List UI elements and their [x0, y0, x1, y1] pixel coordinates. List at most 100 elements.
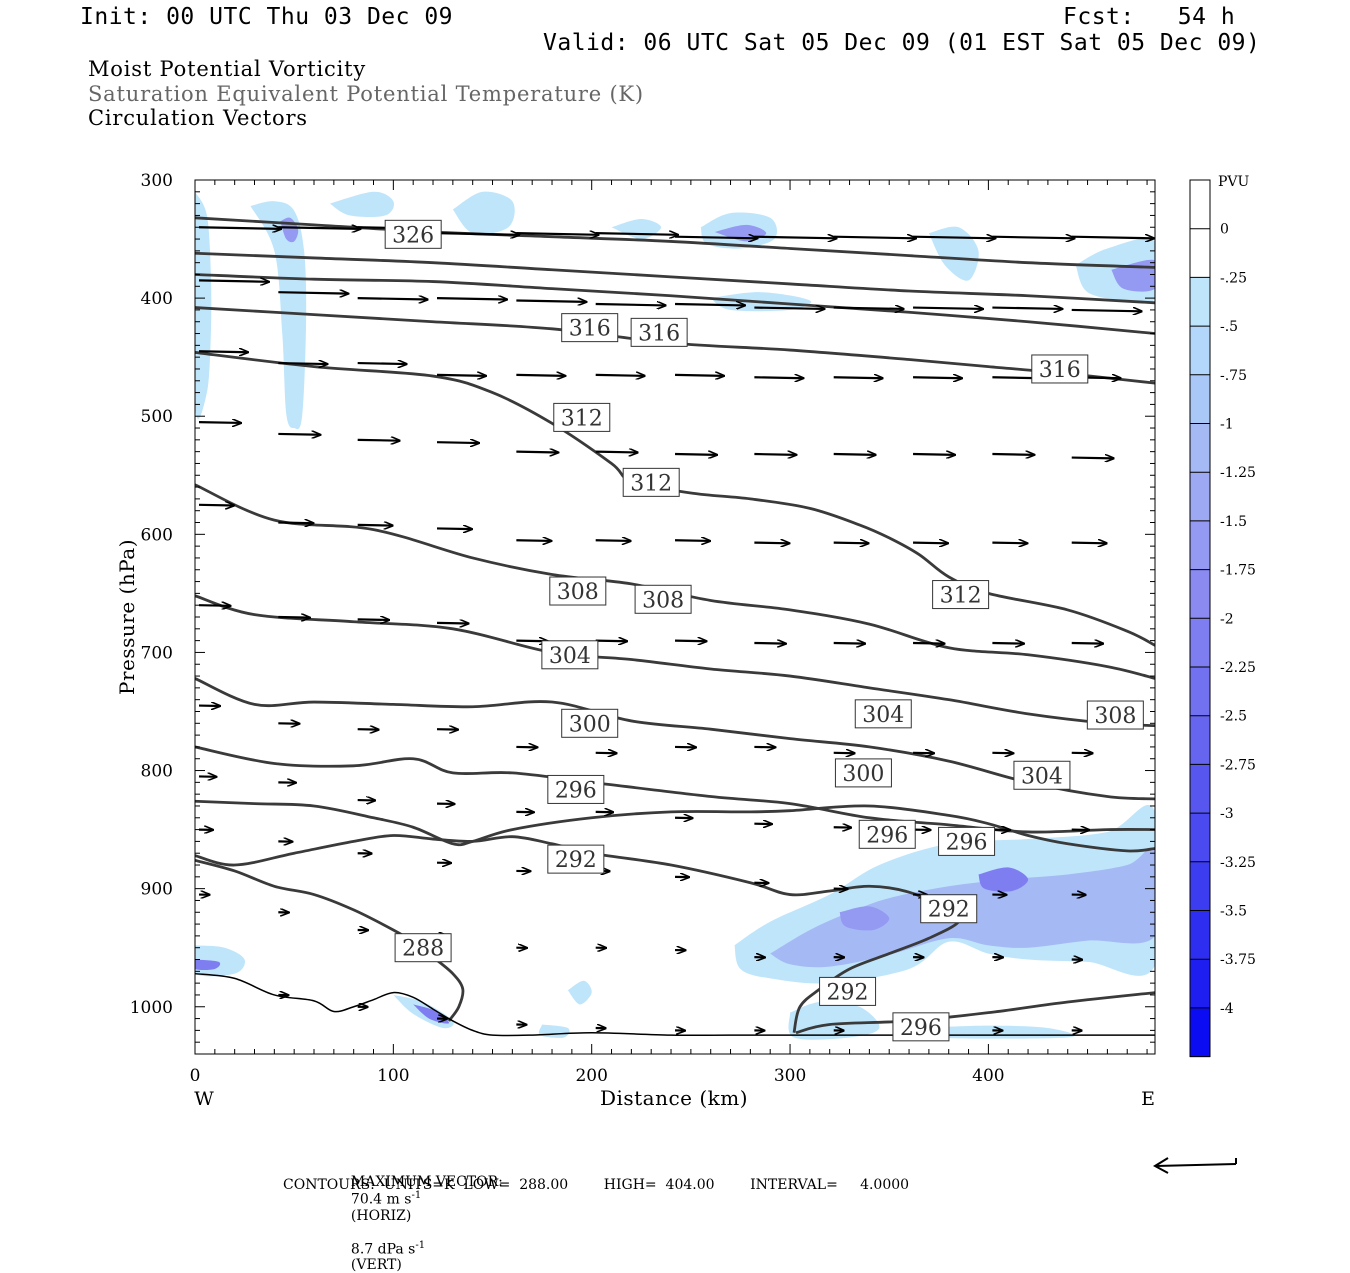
circulation-vector [596, 304, 666, 305]
colorbar-level-label: -3 [1220, 806, 1234, 822]
circulation-vector [358, 440, 400, 441]
circulation-vector [596, 540, 631, 541]
contour-label-text: 292 [928, 898, 970, 923]
circulation-vector [913, 377, 962, 378]
circulation-vector [516, 540, 551, 541]
pv-region [568, 981, 592, 1005]
circulation-vector [754, 543, 789, 544]
contour-label-text: 288 [402, 937, 444, 962]
colorbar-title: PVU [1218, 174, 1250, 190]
circulation-vector [358, 363, 407, 364]
circulation-vector [358, 619, 390, 620]
pv-region [194, 192, 211, 419]
circulation-vector [834, 454, 876, 455]
circulation-vector [278, 434, 320, 435]
circulation-vector [913, 237, 995, 239]
circulation-vector [516, 300, 586, 301]
colorbar-swatch [1190, 911, 1210, 960]
x-end-label-east: E [1141, 1088, 1155, 1110]
contour-label-text: 308 [1094, 704, 1136, 729]
y-tick-label: 800 [141, 762, 173, 782]
contour-label-text: 304 [862, 703, 904, 728]
colorbar-swatch [1190, 521, 1210, 570]
colorbar-swatch [1190, 959, 1210, 1008]
circulation-vector [1072, 310, 1142, 311]
colorbar-level-label: -2.75 [1220, 757, 1256, 773]
circulation-vector [1072, 643, 1104, 644]
circulation-vector [358, 298, 428, 299]
circulation-vector [437, 375, 486, 376]
x-tick-label: 400 [972, 1066, 1004, 1086]
colorbar-swatch [1190, 180, 1210, 229]
contour-label: 308 [550, 577, 606, 605]
contour-label: 288 [395, 934, 451, 962]
colorbar-swatch [1190, 862, 1210, 911]
circulation-vector [199, 605, 231, 606]
y-tick-label: 400 [141, 289, 173, 309]
x-tick-label: 300 [774, 1066, 806, 1086]
contour-label-text: 292 [827, 980, 869, 1005]
circulation-vector [516, 452, 558, 453]
circulation-vector [675, 454, 717, 455]
contour-label-text: 308 [557, 580, 599, 605]
circulation-vector [992, 454, 1034, 455]
contour-label-text: 296 [555, 778, 597, 803]
contour-label: 316 [562, 314, 618, 342]
y-tick-label: 600 [141, 525, 173, 545]
x-tick-label: 200 [575, 1066, 607, 1086]
circulation-vector [754, 377, 803, 378]
circulation-vector [596, 641, 628, 642]
theta-es-contour [195, 485, 1155, 679]
circulation-vector [675, 540, 710, 541]
circulation-vector [675, 304, 745, 305]
circulation-vector [675, 641, 707, 642]
theta-es-contour [195, 596, 1155, 726]
circulation-vector [516, 375, 565, 376]
colorbar-swatch [1190, 813, 1210, 862]
contour-label: 292 [548, 845, 604, 873]
colorbar-swatch [1190, 1008, 1210, 1057]
contour-label: 312 [623, 468, 679, 496]
colorbar-level-label: -.75 [1220, 368, 1247, 384]
contour-label-text: 300 [569, 712, 611, 737]
max-vector-line: MAXIMUM VECTOR: 70.4 m s-1 (HORIZ) 8.7 d… [342, 1158, 503, 1273]
circulation-vector [278, 523, 313, 524]
colorbar-level-label: -1 [1220, 417, 1234, 433]
colorbar-swatch [1190, 570, 1210, 619]
pv-region [251, 201, 307, 429]
contour-label-text: 292 [555, 848, 597, 873]
contour-label: 308 [1087, 701, 1143, 729]
x-axis-label: Distance (km) [600, 1086, 748, 1110]
contour-label-text: 300 [842, 762, 884, 787]
circulation-vector [1072, 458, 1114, 459]
circulation-vector [437, 298, 507, 299]
contour-label-text: 316 [1039, 358, 1081, 383]
contour-label-text: 304 [1021, 764, 1063, 789]
contour-label-text: 312 [561, 406, 603, 431]
circulation-vector [913, 543, 948, 544]
contour-label-text: 296 [866, 823, 908, 848]
colorbar: PVU0-.25-.5-.75-1-1.25-1.5-1.75-2-2.25-2… [1190, 174, 1256, 1057]
colorbar-swatch [1190, 716, 1210, 765]
y-tick-label: 900 [141, 880, 173, 900]
pv-region [788, 1002, 879, 1040]
circulation-vector [199, 351, 248, 352]
circulation-vector [754, 308, 824, 309]
contour-label: 326 [385, 220, 441, 248]
pv-region [929, 227, 979, 281]
contour-label-text: 312 [940, 584, 982, 609]
colorbar-level-label: -2.5 [1220, 709, 1247, 725]
x-tick-label: 0 [190, 1066, 201, 1086]
circulation-vector [199, 280, 269, 281]
colorbar-level-label: -1.75 [1220, 563, 1256, 579]
colorbar-swatch [1190, 277, 1210, 326]
circulation-vector [992, 237, 1074, 239]
circulation-vector [278, 363, 327, 364]
colorbar-level-label: -3.5 [1220, 904, 1247, 920]
colorbar-level-label: -2 [1220, 611, 1234, 627]
contour-label: 312 [933, 581, 989, 609]
circulation-vector [992, 643, 1024, 644]
contour-label-text: 316 [569, 317, 611, 342]
contour-label-text: 296 [900, 1016, 942, 1041]
